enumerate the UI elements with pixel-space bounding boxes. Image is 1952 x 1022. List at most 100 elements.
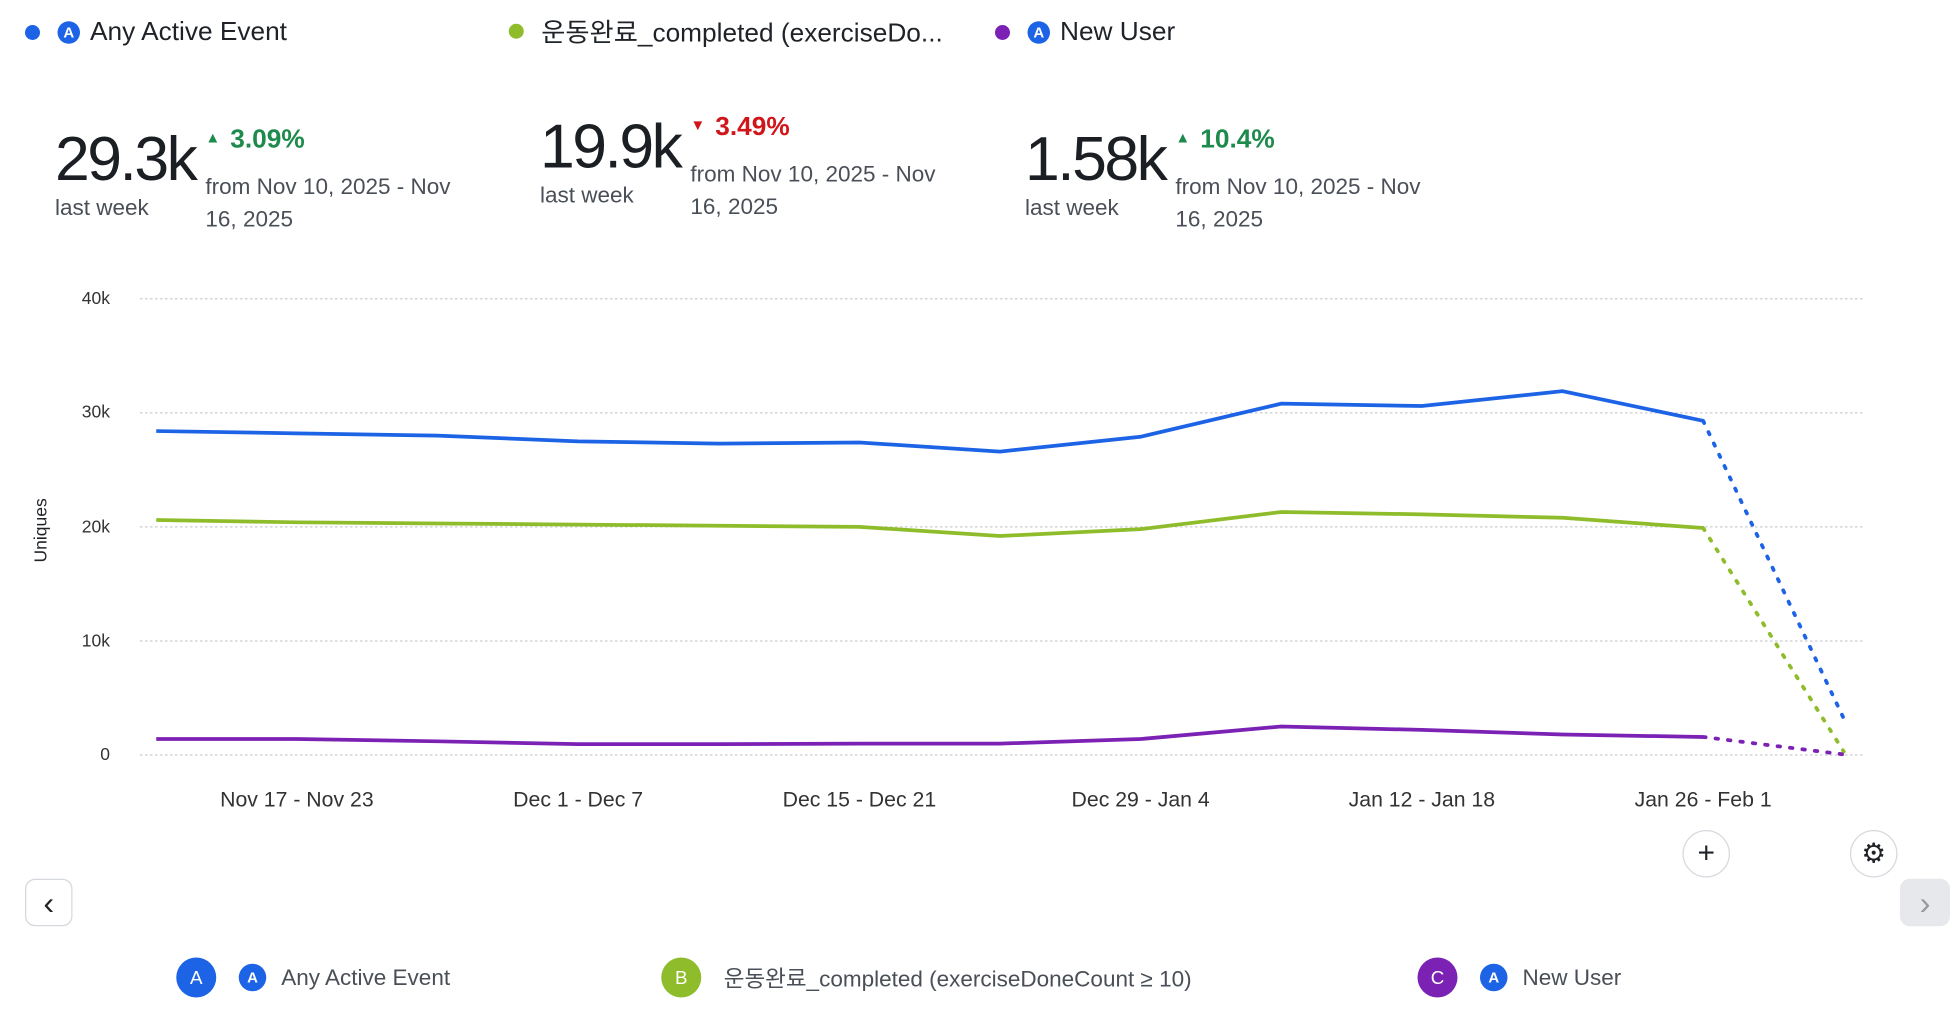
series-dot [995,25,1010,40]
prev-button[interactable]: ‹ [25,878,73,927]
data-point[interactable] [711,518,726,533]
x-tick-label: Jan 12 - Jan 18 [1348,787,1496,812]
y-tick-label: 20k [81,515,110,536]
data-point[interactable] [1836,747,1851,762]
y-tick-label: 10k [81,629,110,650]
data-point[interactable] [1696,729,1711,744]
data-point[interactable] [571,737,586,752]
series-badge: A [176,957,217,998]
legend-label: 운동완료_completed (exerciseDoneCount ≥ 10) [723,966,1192,992]
data-point[interactable] [289,515,304,530]
y-tick-label: 0 [100,743,110,764]
data-point[interactable] [1696,413,1711,428]
data-point[interactable] [1274,396,1289,411]
data-point[interactable] [430,516,445,531]
data-point[interactable] [1133,522,1148,537]
series-line-c [156,724,1704,747]
kpi-change-value: 10.4% [1200,125,1275,154]
x-tick-label: Nov 17 - Nov 23 [220,787,374,812]
kpi-period: last week [55,195,149,220]
data-point[interactable] [571,517,586,532]
kpi-value: 29.3k [55,123,198,194]
x-tick-label: Dec 1 - Dec 7 [513,787,644,812]
bottom-legend-b[interactable]: B 운동완료_completed (exerciseDoneCount ≥ 10) [661,957,1192,998]
data-point[interactable] [1414,722,1429,737]
gear-icon: ⚙ [1861,837,1887,869]
legend-label: New User [1522,964,1622,990]
series-line-b [156,510,1704,538]
series-incomplete-segment-c [1701,735,1846,757]
y-tick-label: 40k [81,287,110,308]
data-point[interactable] [571,434,586,449]
event-icon: A [238,963,267,992]
data-point[interactable] [711,436,726,451]
kpi-change: ▲ 10.4% [1175,125,1450,155]
data-point[interactable] [149,513,164,528]
data-point[interactable] [1555,384,1570,399]
data-point[interactable] [430,428,445,443]
data-point[interactable] [149,424,164,439]
data-point[interactable] [1414,398,1429,413]
triangle-down-icon: ▼ [690,116,706,134]
triangle-up-icon: ▲ [1175,128,1191,147]
series-badge: C [1417,957,1458,998]
data-point[interactable] [1133,732,1148,747]
series-badge: B [661,957,702,998]
data-point[interactable] [852,519,867,534]
legend-label: New User [1060,17,1176,47]
kpi-change: ▲ 3.09% [205,125,480,155]
data-point[interactable] [289,732,304,747]
legend-item-b[interactable]: 운동완료_completed (exerciseDo... [508,13,943,51]
kpi-comparison: from Nov 10, 2025 - Nov 16, 2025 [690,161,936,219]
kpi-card: 29.3k last week ▲ 3.09% from Nov 10, 2025… [55,123,480,236]
data-point[interactable] [1696,521,1711,536]
next-button[interactable]: › [1900,878,1950,927]
kpi-comparison: from Nov 10, 2025 - Nov 16, 2025 [205,173,451,232]
legend-item-c[interactable]: A New User [995,18,1175,48]
event-icon: A [1480,963,1508,992]
data-point[interactable] [993,444,1008,459]
series-dot [508,23,524,39]
kpi-change: ▼ 3.49% [690,113,965,143]
data-point[interactable] [993,736,1008,751]
add-button[interactable]: + [1682,830,1730,878]
kpi-value: 1.58k [1025,123,1168,194]
data-point[interactable] [852,435,867,450]
settings-button[interactable]: ⚙ [1850,830,1898,878]
data-point[interactable] [1555,510,1570,525]
data-point[interactable] [1414,507,1429,522]
data-point[interactable] [852,736,867,751]
data-point[interactable] [430,734,445,749]
data-point[interactable] [149,732,164,747]
series-incomplete-segment-b [1701,526,1846,754]
bottom-legend-c[interactable]: C A New User [1417,957,1622,998]
data-point[interactable] [289,426,304,441]
data-point[interactable] [711,737,726,752]
series-dot [25,25,40,40]
bottom-legend-a[interactable]: A A Any Active Event [176,957,450,998]
data-point[interactable] [1836,711,1851,726]
legend-label: Any Active Event [90,17,287,47]
data-point[interactable] [1274,719,1289,734]
data-point[interactable] [993,529,1008,544]
legend-label: 운동완료_completed (exerciseDo... [541,18,943,48]
kpi-card: 19.9k last week ▼ 3.49% from Nov 10, 2025… [540,110,965,223]
kpi-change-value: 3.09% [230,125,305,154]
data-point[interactable] [1133,429,1148,444]
kpi-period: last week [1025,195,1119,220]
kpi-change-value: 3.49% [715,112,790,142]
event-icon: A [57,21,80,44]
data-point[interactable] [1274,505,1289,520]
kpi-comparison: from Nov 10, 2025 - Nov 16, 2025 [1175,173,1421,232]
kpi-period: last week [540,182,634,208]
x-tick-label: Dec 15 - Dec 21 [782,787,937,812]
kpi-card: 1.58k last week ▲ 10.4% from Nov 10, 2025… [1025,123,1450,236]
triangle-up-icon: ▲ [205,128,221,147]
series-incomplete-segment-a [1701,418,1846,721]
y-tick-label: 30k [81,401,110,422]
legend-item-a[interactable]: A Any Active Event [25,18,287,48]
x-tick-label: Dec 29 - Jan 4 [1071,787,1210,812]
data-point[interactable] [1555,727,1570,742]
